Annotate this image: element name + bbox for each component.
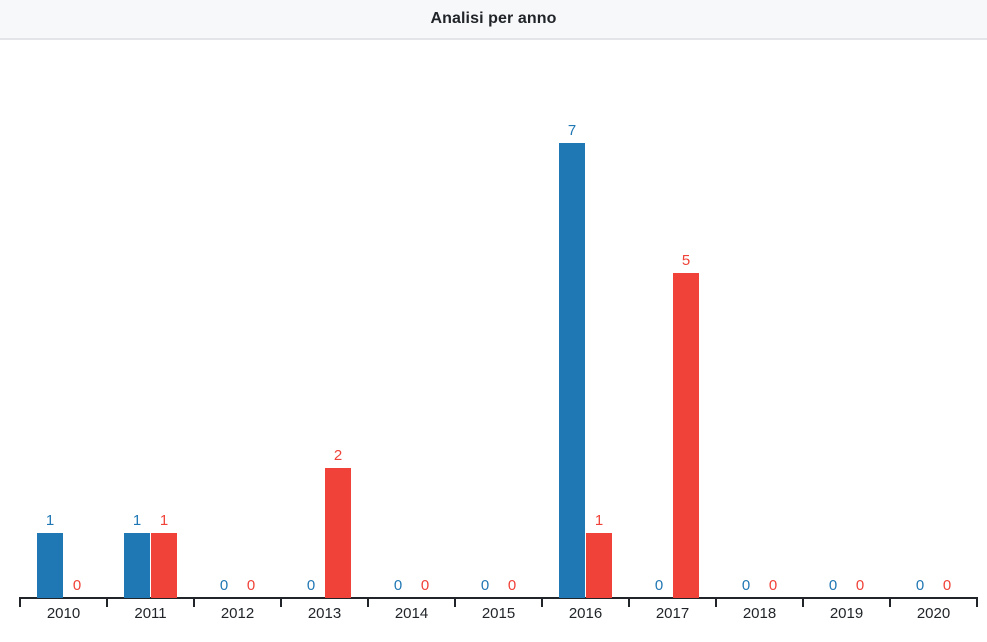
bar-serie-rossa-2016[interactable]: [586, 533, 612, 598]
data-label-serie-rossa-2010: 0: [72, 577, 82, 594]
data-label-serie-blu-2010: 1: [45, 512, 55, 529]
chart-title: Analisi per anno: [430, 10, 557, 27]
data-label-serie-rossa-2018: 0: [768, 577, 778, 594]
x-axis-tick: [193, 597, 195, 607]
bar-serie-rossa-2017[interactable]: [673, 273, 699, 598]
chart-header: Analisi per anno: [0, 0, 987, 40]
bar-serie-rossa-2011[interactable]: [151, 533, 177, 598]
x-axis-tick: [802, 597, 804, 607]
data-label-serie-rossa-2013: 2: [333, 447, 343, 464]
x-axis-tick: [889, 597, 891, 607]
x-axis-label-2018: 2018: [742, 605, 777, 622]
data-label-serie-rossa-2019: 0: [855, 577, 865, 594]
data-label-serie-rossa-2012: 0: [246, 577, 256, 594]
x-axis-label-2017: 2017: [655, 605, 690, 622]
data-label-serie-rossa-2017: 5: [681, 252, 691, 269]
data-label-serie-rossa-2014: 0: [420, 577, 430, 594]
data-label-serie-rossa-2011: 1: [159, 512, 169, 529]
data-label-serie-blu-2014: 0: [393, 577, 403, 594]
data-label-serie-blu-2015: 0: [480, 577, 490, 594]
x-axis-label-2012: 2012: [220, 605, 255, 622]
data-label-serie-rossa-2016: 1: [594, 512, 604, 529]
data-label-serie-blu-2013: 0: [306, 577, 316, 594]
data-label-serie-blu-2012: 0: [219, 577, 229, 594]
x-axis-tick: [715, 597, 717, 607]
x-axis-label-2011: 2011: [134, 605, 167, 622]
bar-serie-blu-2010[interactable]: [37, 533, 63, 598]
data-label-serie-blu-2011: 1: [132, 512, 142, 529]
bar-serie-rossa-2013[interactable]: [325, 468, 351, 598]
x-axis-tick: [628, 597, 630, 607]
x-axis-tick: [367, 597, 369, 607]
x-axis-label-2014: 2014: [394, 605, 429, 622]
data-label-serie-rossa-2020: 0: [942, 577, 952, 594]
data-label-serie-rossa-2015: 0: [507, 577, 517, 594]
x-axis-label-2020: 2020: [916, 605, 951, 622]
x-axis-tick: [454, 597, 456, 607]
x-axis-tick: [976, 597, 978, 607]
x-axis-label-2010: 2010: [46, 605, 81, 622]
data-label-serie-blu-2020: 0: [915, 577, 925, 594]
data-label-serie-blu-2016: 7: [567, 122, 577, 139]
x-axis-tick: [19, 597, 21, 607]
data-label-serie-blu-2019: 0: [828, 577, 838, 594]
x-axis-line: [19, 597, 978, 599]
x-axis-tick: [280, 597, 282, 607]
data-label-serie-blu-2018: 0: [741, 577, 751, 594]
x-axis-label-2015: 2015: [481, 605, 516, 622]
x-axis-tick: [541, 597, 543, 607]
bar-serie-blu-2016[interactable]: [559, 143, 585, 598]
x-axis-label-2013: 2013: [307, 605, 342, 622]
bar-serie-blu-2011[interactable]: [124, 533, 150, 598]
x-axis-tick: [106, 597, 108, 607]
x-axis-label-2019: 2019: [829, 605, 864, 622]
data-label-serie-blu-2017: 0: [654, 577, 664, 594]
x-axis-label-2016: 2016: [568, 605, 603, 622]
